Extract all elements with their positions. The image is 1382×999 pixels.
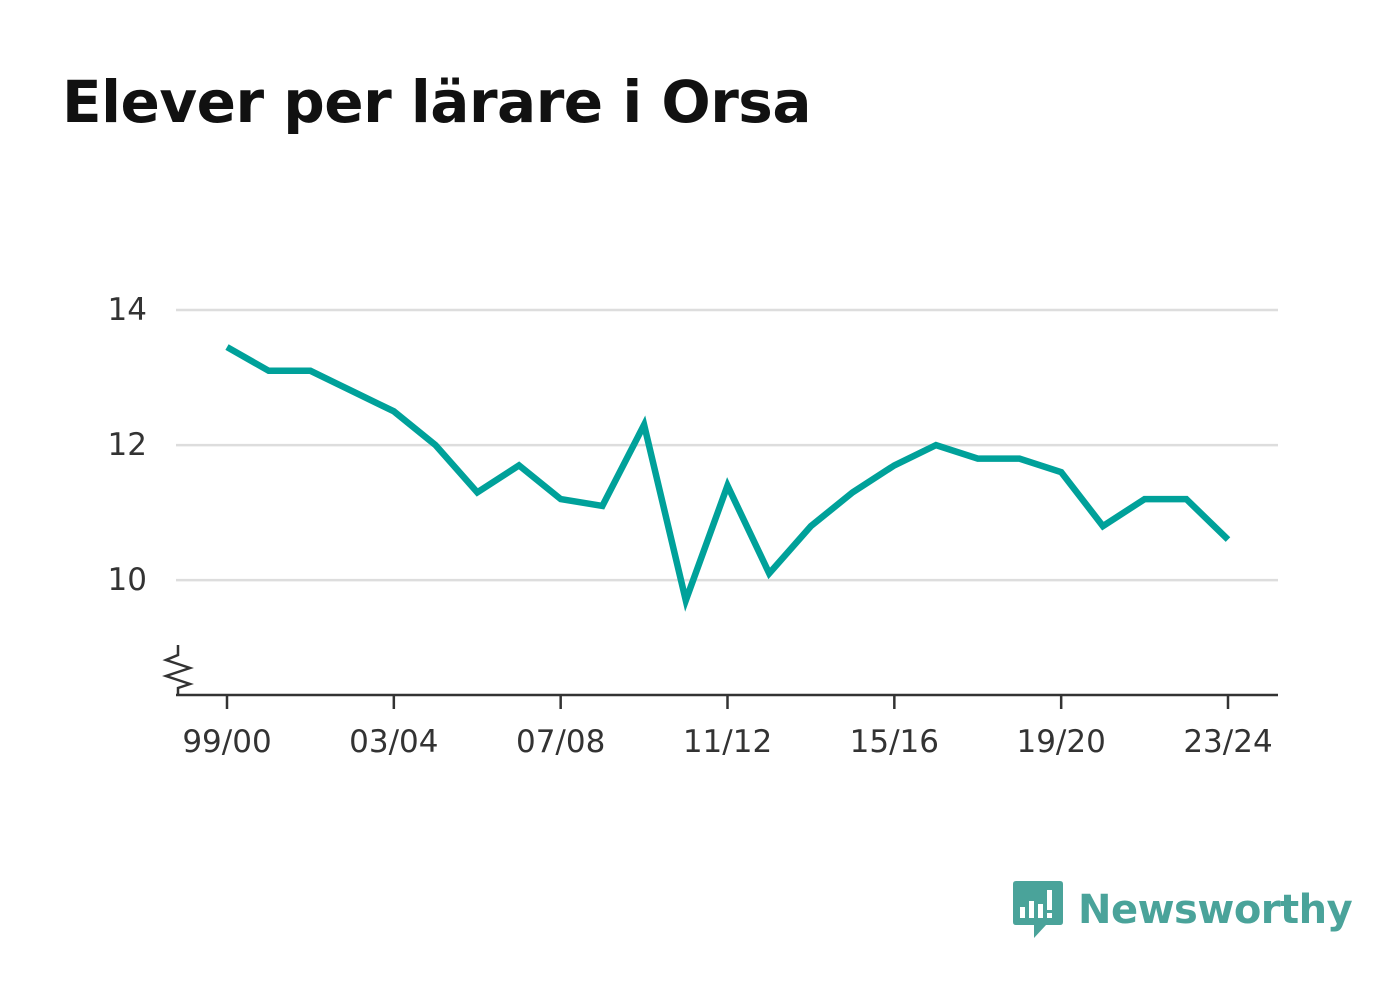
data-point-22/23 <box>1183 496 1189 502</box>
y-tick-label-10: 10 <box>108 562 147 598</box>
x-axis <box>162 645 1278 697</box>
data-point-15/16 <box>891 462 897 468</box>
brand-name: Newsworthy <box>1078 887 1353 933</box>
data-point-01/02 <box>307 368 313 374</box>
y-axis-ticks: 10 12 14 <box>108 292 147 598</box>
data-point-99/00 <box>224 344 230 350</box>
data-point-18/19 <box>1016 456 1022 462</box>
data-point-09/10 <box>641 422 647 428</box>
data-point-21/22 <box>1142 496 1148 502</box>
data-point-23/24 <box>1225 537 1231 543</box>
y-tick-label-12: 12 <box>108 427 147 463</box>
x-tick-label-15/16: 15/16 <box>850 724 939 760</box>
x-tick-label-11/12: 11/12 <box>683 724 772 760</box>
series <box>224 344 1231 612</box>
series-line-0 <box>225 344 1231 612</box>
data-point-12/13 <box>766 570 772 576</box>
x-tick-label-03/04: 03/04 <box>349 724 438 760</box>
gridlines <box>176 308 1278 582</box>
data-point-11/12 <box>725 483 731 489</box>
data-point-16/17 <box>933 442 939 448</box>
y-tick-label-14: 14 <box>108 292 147 328</box>
x-tick-label-99/00: 99/00 <box>182 724 271 760</box>
newsworthy-chart-icon <box>1013 881 1063 938</box>
newsworthy-logo: Newsworthy <box>1010 878 1353 942</box>
data-point-00/01 <box>266 368 272 374</box>
data-point-20/21 <box>1100 523 1106 529</box>
data-point-13/14 <box>808 523 814 529</box>
x-axis-ticks: 99/00 03/04 07/08 11/12 15/16 19/20 23/24 <box>182 695 1273 760</box>
data-point-07/08 <box>558 496 564 502</box>
x-tick-label-23/24: 23/24 <box>1183 724 1272 760</box>
data-point-08/09 <box>599 503 605 509</box>
data-point-04/05 <box>433 442 439 448</box>
y-axis-break-icon <box>162 645 194 695</box>
chart-title: Elever per lärare i Orsa <box>62 68 811 136</box>
data-point-19/20 <box>1058 469 1064 475</box>
data-point-17/18 <box>975 456 981 462</box>
x-tick-label-07/08: 07/08 <box>516 724 605 760</box>
data-point-10/11 <box>683 597 689 603</box>
data-point-03/04 <box>391 408 397 414</box>
data-point-06/07 <box>516 462 522 468</box>
x-tick-label-19/20: 19/20 <box>1016 724 1105 760</box>
data-point-05/06 <box>474 489 480 495</box>
data-point-14/15 <box>850 489 856 495</box>
data-point-02/03 <box>349 388 355 394</box>
